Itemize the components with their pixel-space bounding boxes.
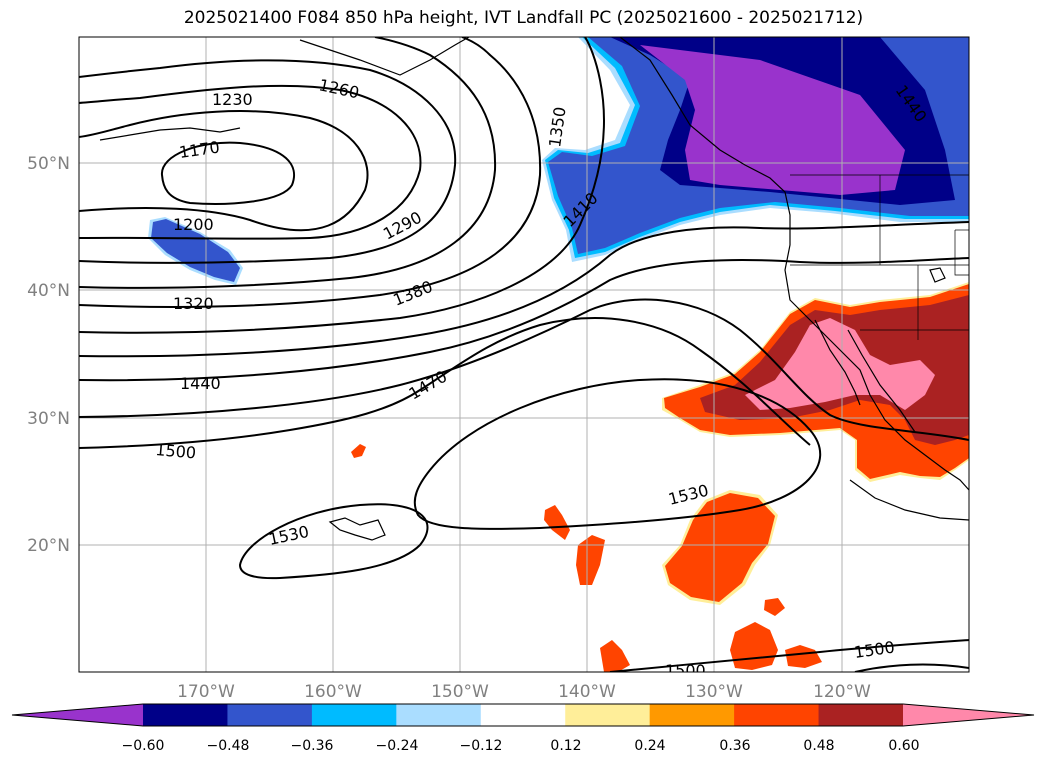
colorbar-extend-min [12, 704, 143, 726]
colorbar-tick-label: 0.24 [634, 738, 665, 754]
colorbar-tick-label: 0.36 [719, 738, 750, 754]
state-borders [790, 174, 969, 340]
colorbar-segment [734, 704, 820, 726]
coastlines [99, 37, 969, 541]
contour-label: 1200 [173, 215, 214, 234]
colorbar-segment [311, 704, 397, 726]
contour-label: 1320 [173, 294, 214, 313]
lat-label: 30°N [27, 409, 70, 429]
lon-label: 160°W [304, 682, 362, 702]
contour-label: 1440 [180, 374, 221, 393]
colorbar-outline [11, 703, 1035, 727]
contour-label: 1500 [665, 661, 706, 680]
lat-label: 50°N [27, 154, 70, 174]
colorbar-extend-max [903, 704, 1034, 726]
lon-label: 150°W [431, 682, 489, 702]
lat-label: 20°N [27, 536, 70, 556]
colorbar-segment [227, 704, 313, 726]
colorbar-tick-label: 0.12 [550, 738, 581, 754]
contour-label: 1500 [155, 440, 197, 462]
map-frame [78, 36, 970, 673]
colorbar-segment [143, 704, 228, 726]
map-title: 2025021400 F084 850 hPa height, IVT Land… [183, 8, 864, 28]
height-contours [79, 37, 969, 672]
colorbar-segment [818, 704, 904, 726]
gridlines [79, 37, 969, 672]
latitude-labels: 50°N 40°N 30°N 20°N [27, 154, 70, 556]
colorbar-tick-label: −0.60 [122, 738, 165, 754]
colorbar-tick-label: 0.60 [888, 738, 919, 754]
lon-label: 140°W [558, 682, 616, 702]
lat-label: 40°N [27, 281, 70, 301]
colorbar-tick-label: −0.48 [207, 738, 250, 754]
colorbar-tick-label: −0.12 [460, 738, 503, 754]
map-area: 1230 1260 1350 1170 1440 1200 1290 1410 … [79, 37, 969, 680]
lon-label: 130°W [685, 682, 743, 702]
colorbar-tick-label: −0.36 [291, 738, 334, 754]
positive-ivt-shading [351, 282, 969, 672]
lon-label: 170°W [177, 682, 235, 702]
colorbar-segment [480, 704, 566, 726]
colorbar-tick-labels: −0.60 −0.48 −0.36 −0.24 −0.12 0.12 0.24 … [122, 738, 920, 754]
contour-label: 1230 [212, 90, 253, 109]
colorbar-tick-label: 0.48 [803, 738, 834, 754]
colorbar-tick-label: −0.24 [376, 738, 419, 754]
longitude-labels: 170°W 160°W 150°W 140°W 130°W 120°W [177, 682, 871, 702]
lon-label: 120°W [813, 682, 871, 702]
colorbar-segment [649, 704, 735, 726]
colorbar-segment [565, 704, 651, 726]
colorbar-segment [396, 704, 482, 726]
colorbar [11, 703, 1035, 727]
